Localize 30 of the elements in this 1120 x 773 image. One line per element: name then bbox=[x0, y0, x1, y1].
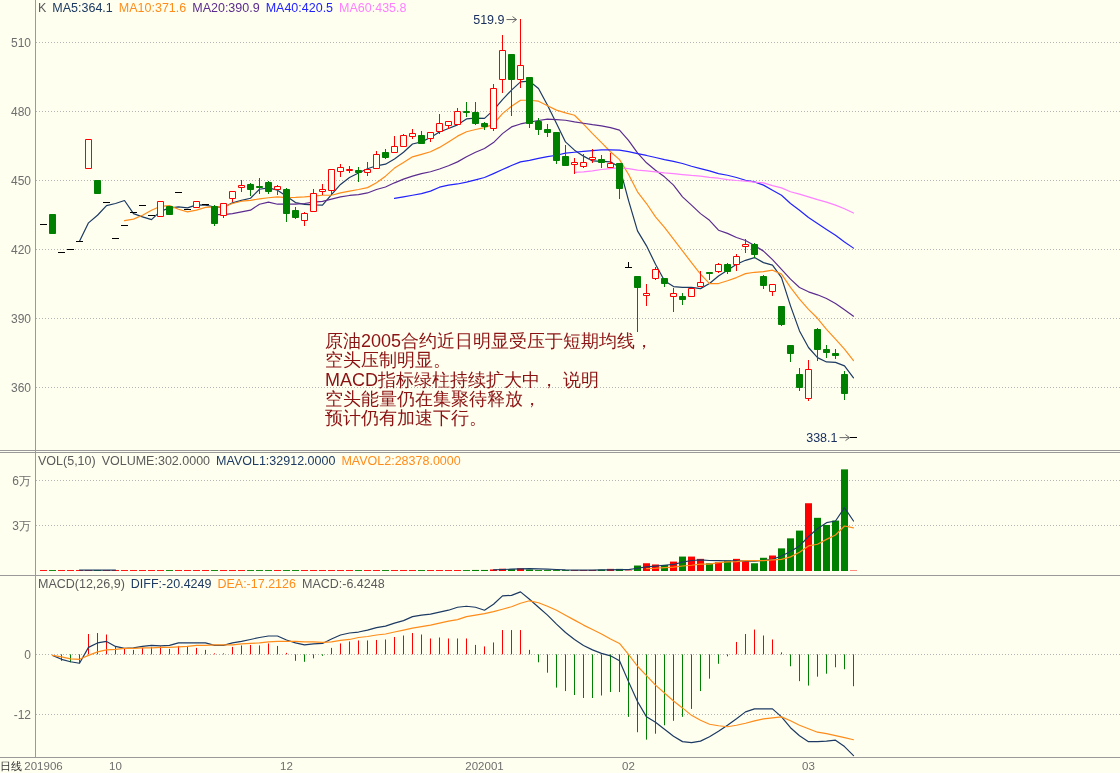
legend: VOL(5,10) bbox=[38, 454, 96, 468]
annotation: VOLUME:302.0000 bbox=[101, 454, 211, 468]
annotation: 空头能量仍在集聚待释放， bbox=[325, 388, 541, 409]
y-tick-label: 420 bbox=[10, 242, 32, 257]
y-tick-label: 0 bbox=[24, 647, 32, 662]
annotation: MACD指标绿柱持续扩大中， 说明 bbox=[325, 369, 599, 390]
x-tick-label: 202001 bbox=[465, 760, 504, 772]
y-tick-label: 510 bbox=[10, 35, 32, 50]
legend: K MA5:364.1 MA10:371.6 MA20:390.9 MA40:420.5 MA60:435.8 bbox=[38, 1, 407, 15]
y-tick-label: 3万 bbox=[12, 518, 31, 533]
annotation: 519.9 bbox=[473, 13, 505, 28]
legend: MACD(12,26,9) DIFF:-20.4249 DEA:-17.2126 bbox=[38, 577, 296, 591]
x-tick-label: 02 bbox=[622, 760, 635, 772]
y-tick-label: 360 bbox=[10, 380, 32, 395]
x-tick-label: 10 bbox=[109, 760, 122, 772]
legend: MAVOL1:32912.0000 MAVOL2:28378.0000 bbox=[216, 454, 461, 468]
y-tick-label: 6万 bbox=[12, 473, 31, 488]
annotation: 原油2005合约近日明显受压于短期均线， bbox=[325, 331, 654, 351]
x-axis-title: 日线 bbox=[0, 760, 22, 772]
annotation: MACD:-6.4248 bbox=[301, 577, 385, 591]
y-tick-label: 450 bbox=[10, 173, 32, 188]
annotation: 338.1 bbox=[806, 431, 838, 446]
y-tick-label: 390 bbox=[10, 311, 32, 326]
y-tick-label: 480 bbox=[10, 104, 32, 119]
x-tick-label: 12 bbox=[280, 760, 293, 772]
annotation: 空头压制明显。 bbox=[325, 350, 451, 371]
annotation: 预计仍有加速下行。 bbox=[325, 408, 487, 429]
x-tick-label: 03 bbox=[802, 760, 815, 772]
x-tick-label: 201906 bbox=[24, 760, 63, 772]
y-tick-label: -12 bbox=[13, 707, 32, 722]
